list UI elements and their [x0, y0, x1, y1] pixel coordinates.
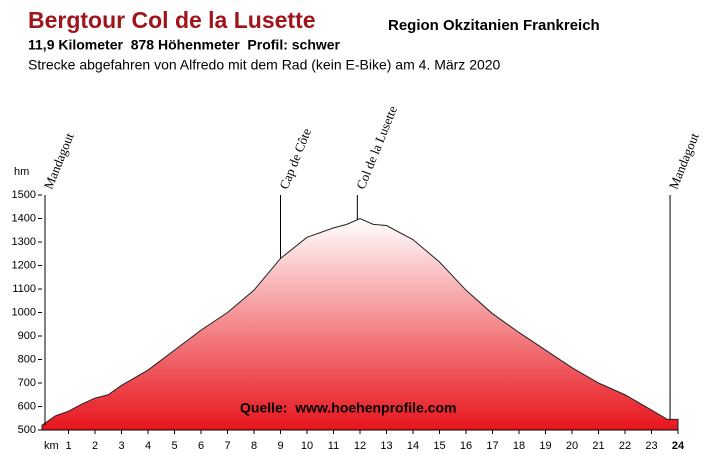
x-tick-label: 10: [301, 440, 313, 452]
x-tick-label: 6: [198, 440, 204, 452]
stats: 11,9 Kilometer 878 Höhenmeter Profil: sc…: [28, 37, 341, 53]
y-tick-label: 1200: [12, 259, 36, 271]
y-tick-label: 800: [18, 353, 36, 365]
waypoint-label: Mandagout: [666, 130, 702, 191]
y-tick-label: 700: [18, 377, 36, 389]
x-tick-label: 19: [539, 440, 551, 452]
x-tick-label: 13: [380, 440, 392, 452]
y-tick-label: 1100: [12, 283, 36, 295]
x-tick-label: 4: [145, 440, 151, 452]
description: Strecke abgefahren von Alfredo mit dem R…: [28, 57, 501, 73]
source: Quelle: www.hoehenprofile.com: [240, 400, 457, 416]
y-tick-label: 1300: [12, 236, 36, 248]
x-tick-label: 21: [592, 440, 604, 452]
x-tick-label: 14: [407, 440, 419, 452]
y-tick-label: 1500: [12, 189, 36, 201]
x-tick-label: 20: [566, 440, 578, 452]
x-tick-label: 3: [118, 440, 124, 452]
x-tick-label: 22: [619, 440, 631, 452]
x-tick-label: 16: [460, 440, 472, 452]
waypoint-label: Col de la Lusette: [353, 103, 400, 191]
y-tick-label: 1000: [12, 306, 36, 318]
y-tick-label: 1400: [12, 212, 36, 224]
x-tick-label: 24: [672, 440, 685, 452]
x-tick-label: 5: [171, 440, 177, 452]
x-axis-label: km: [44, 440, 59, 452]
x-tick-label: 1: [65, 440, 71, 452]
x-tick-label: 15: [433, 440, 445, 452]
x-tick-label: 2: [92, 440, 98, 452]
x-tick-label: 18: [513, 440, 525, 452]
x-tick-label: 12: [354, 440, 366, 452]
x-tick-label: 8: [251, 440, 257, 452]
y-tick-label: 600: [18, 400, 36, 412]
x-tick-label: 11: [328, 440, 339, 452]
y-tick-label: 500: [18, 424, 36, 436]
y-axis-label: hm: [14, 166, 29, 178]
elevation-area: [41, 217, 679, 431]
x-tick-label: 17: [486, 440, 498, 452]
x-tick-label: 7: [224, 440, 230, 452]
x-tick-label: 9: [277, 440, 283, 452]
x-tick-label: 23: [645, 440, 657, 452]
subtitle: Region Okzitanien Frankreich: [388, 17, 600, 34]
waypoint-label: Cap de Côte: [276, 126, 314, 191]
waypoint-label: Mandagout: [41, 130, 77, 191]
chart-title: Bergtour Col de la Lusette: [28, 7, 316, 33]
y-tick-label: 900: [18, 330, 36, 342]
